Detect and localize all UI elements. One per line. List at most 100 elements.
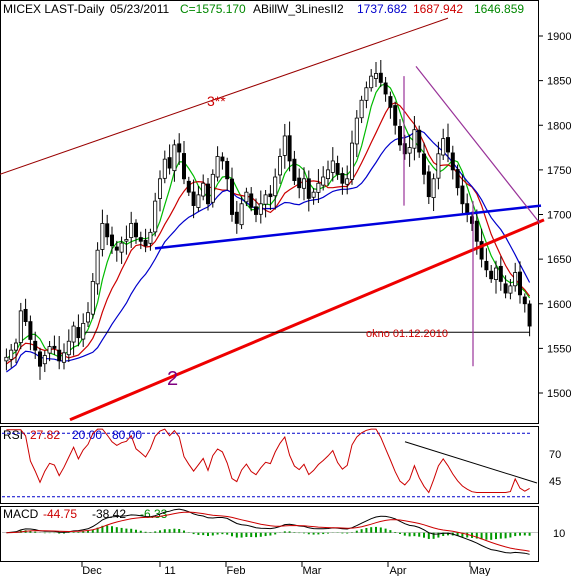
symbol-label: MICEX LAST-Daily [3,2,104,16]
candle-body [292,158,297,181]
candle-body [33,340,38,351]
candle-body [205,183,210,205]
candle-body [493,267,498,280]
rsi-name: RSI [3,428,23,442]
candle-body [100,223,105,250]
candle-body [215,156,220,178]
rsi-tick-45: 45 [549,476,561,488]
candle-body [373,73,378,79]
rsi-level-low: 20.00 [72,428,102,442]
rsi-line [6,428,530,494]
candle-body [249,193,254,208]
candle-body [522,296,527,305]
candle-body [38,351,43,367]
candle-body [263,194,268,205]
candle-body [66,340,71,356]
red-trend-line [69,218,545,422]
x-tick-label: 11 [164,565,175,576]
candle-body [330,160,335,173]
candle-body [90,281,95,315]
candle-body [28,321,33,340]
candle-body [503,283,508,294]
candle-body [86,312,91,323]
candle-body [196,194,201,208]
okno-label: okno 01.12.2010 [366,328,448,340]
candle-body [407,147,412,154]
candle-body [110,234,115,247]
rsi-plot [2,428,538,498]
candle-body [18,310,23,343]
candle-body [340,173,345,184]
candle-body [239,203,244,226]
candle-body [244,191,249,203]
indicator-value-red: 1687.942 [413,2,463,16]
candle-body [52,345,57,349]
candle-body [9,349,14,360]
candle-body [402,143,407,155]
rsi-value: 27.82 [30,428,60,442]
candle-body [105,223,110,238]
candle-body [297,177,302,189]
candle-body [513,272,518,287]
macd-header: MACD -44.75 -38.42 -6.33 [3,507,168,521]
candle-body [138,237,143,242]
candle-body [253,206,258,215]
price-tick-label: 1500 [547,388,571,400]
candle-body [321,176,326,186]
candle-body [76,327,81,339]
candle-body [42,355,47,365]
candle-body [301,178,306,189]
candle-body [167,157,172,169]
candle-body [81,322,86,340]
macd-value-3: -6.33 [140,507,168,521]
candle-body [201,182,206,197]
x-tick-label: Apr [389,565,406,576]
candle-body [354,117,359,145]
price-tick-label: 1750 [547,165,571,177]
candle-body [119,242,124,253]
candle-body [210,173,215,203]
macd-name: MACD [3,507,39,521]
candle-body [441,138,446,156]
price-tick-label: 1550 [547,343,571,355]
candle-body [220,156,225,162]
rsi-divergence-line [404,441,538,484]
wave-label-3: 3** [207,93,226,109]
purple-diagonal-line [415,65,541,224]
candle-body [181,153,186,180]
date-label: 05/23/2011 [110,2,169,16]
price-panel-frame [0,0,539,424]
macd-value-1: -44.75 [43,507,77,521]
blue-trend-line [154,204,542,250]
candle-body [71,325,76,343]
candle-body [431,178,436,199]
candle-body [4,356,9,362]
candle-body [282,135,287,156]
x-axis: Dec 11 Feb Mar Apr May [81,562,491,576]
candle-body [129,223,134,238]
macd-tick-10: 10 [553,528,565,540]
rsi-header: RSI 27.82 20.00 80.00 [3,428,142,442]
candle-body [359,99,364,119]
x-tick-label: Mar [303,565,322,576]
candle-body [455,169,460,189]
candle-body [186,180,191,193]
candle-body [225,161,230,180]
macd-signal-line [6,511,530,552]
candle-body [518,271,523,296]
candle-body [527,303,532,327]
candle-body [445,137,450,153]
candle-body [133,222,138,238]
candle-body [268,193,273,198]
candle-body [311,191,316,198]
candle-body [95,249,100,285]
ma-red-line [6,102,531,365]
candle-body [277,156,282,176]
candle-body [450,152,455,171]
price-tick-label: 1700 [547,210,571,222]
price-tick-label: 1650 [547,254,571,266]
macd-plot [2,508,538,555]
candle-body [143,239,148,247]
candle-body [191,191,196,206]
